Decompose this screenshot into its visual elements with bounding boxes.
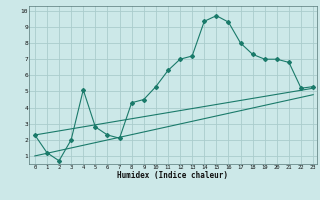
X-axis label: Humidex (Indice chaleur): Humidex (Indice chaleur) [117,171,228,180]
